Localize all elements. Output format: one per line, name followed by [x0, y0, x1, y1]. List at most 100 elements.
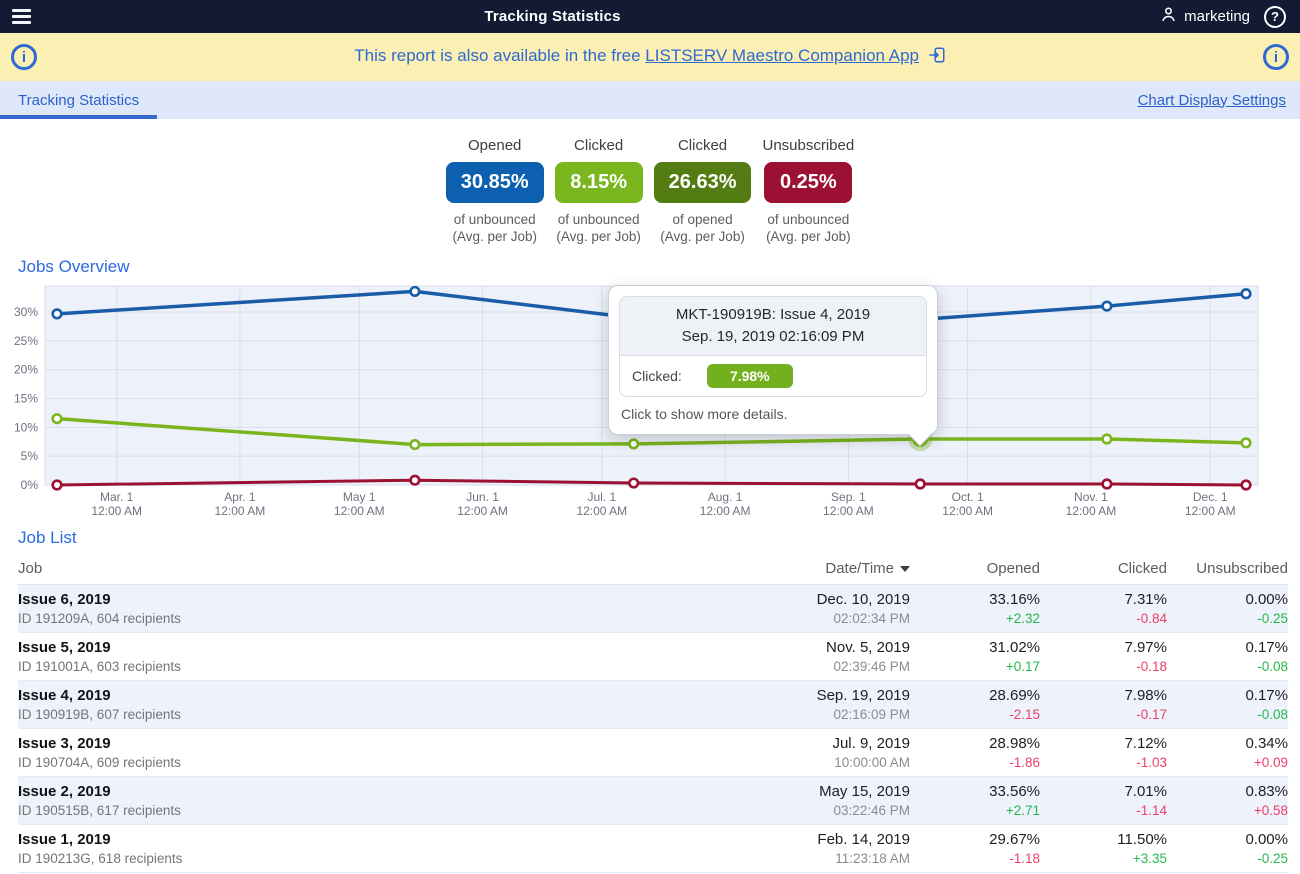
- clicked-value: 7.31%: [1124, 590, 1167, 608]
- unsubscribed-value: 0.00%: [1245, 590, 1288, 608]
- svg-text:12:00 AM: 12:00 AM: [942, 504, 993, 516]
- job-time: 11:23:18 AM: [835, 850, 910, 866]
- top-bar: Tracking Statistics marketing ?: [0, 0, 1300, 33]
- person-icon: [1159, 5, 1178, 28]
- clicked-value: 7.01%: [1124, 782, 1167, 800]
- job-name: Issue 6, 2019: [18, 590, 111, 608]
- tooltip-footer: Click to show more details.: [621, 406, 788, 422]
- chart-display-settings-link[interactable]: Chart Display Settings: [1137, 91, 1286, 109]
- job-time: 03:22:46 PM: [833, 802, 910, 818]
- column-header-job[interactable]: Job: [18, 560, 43, 577]
- svg-text:20%: 20%: [14, 363, 38, 377]
- table-row[interactable]: Issue 2, 2019 ID 190515B, 617 recipients…: [18, 777, 1288, 825]
- job-time: 02:16:09 PM: [833, 706, 910, 722]
- column-header-clicked[interactable]: Clicked: [1117, 560, 1167, 577]
- opened-value: 31.02%: [989, 638, 1040, 656]
- unsubscribed-delta: -0.08: [1257, 658, 1288, 674]
- clicked-delta: -0.18: [1136, 658, 1167, 674]
- svg-text:Oct. 1: Oct. 1: [952, 490, 984, 504]
- opened-value: 29.67%: [989, 830, 1040, 848]
- svg-text:Jun. 1: Jun. 1: [466, 490, 499, 504]
- svg-text:12:00 AM: 12:00 AM: [823, 504, 874, 516]
- job-time: 02:39:46 PM: [833, 658, 910, 674]
- stat-value: 30.85%: [445, 162, 544, 203]
- opened-delta: -1.18: [1009, 850, 1040, 866]
- svg-text:Sep. 1: Sep. 1: [831, 490, 866, 504]
- companion-app-banner: i This report is also available in the f…: [0, 33, 1300, 81]
- svg-text:12:00 AM: 12:00 AM: [334, 504, 385, 516]
- opened-delta: -1.86: [1009, 754, 1040, 770]
- clicked-delta: -0.17: [1136, 706, 1167, 722]
- stat-value: 26.63%: [653, 162, 752, 203]
- unsubscribed-delta: +0.58: [1253, 802, 1288, 818]
- unsubscribed-delta: -0.08: [1257, 706, 1288, 722]
- job-time: 10:00:00 AM: [834, 754, 910, 770]
- stats-summary: Opened 30.85% of unbounced (Avg. per Job)…: [0, 137, 1300, 245]
- job-meta: ID 191001A, 603 recipients: [18, 658, 181, 674]
- svg-text:15%: 15%: [14, 391, 38, 405]
- job-date: Feb. 14, 2019: [817, 830, 910, 848]
- job-date: Sep. 19, 2019: [816, 686, 910, 704]
- tooltip-body: MKT-190919B: Issue 4, 2019 Sep. 19, 2019…: [619, 296, 927, 397]
- job-name: Issue 5, 2019: [18, 638, 111, 656]
- job-meta: ID 190919B, 607 recipients: [18, 706, 181, 722]
- svg-text:12:00 AM: 12:00 AM: [1185, 504, 1236, 516]
- stat-card: Clicked 26.63% of opened (Avg. per Job): [653, 137, 752, 245]
- table-row[interactable]: Issue 3, 2019 ID 190704A, 609 recipients…: [18, 729, 1288, 777]
- banner-text-prefix: This report is also available in the fre…: [354, 45, 646, 65]
- job-date: Nov. 5, 2019: [826, 638, 910, 656]
- info-icon-right[interactable]: i: [1263, 44, 1289, 70]
- svg-text:12:00 AM: 12:00 AM: [91, 504, 142, 516]
- opened-value: 33.16%: [989, 590, 1040, 608]
- svg-text:5%: 5%: [21, 449, 39, 463]
- companion-app-link[interactable]: LISTSERV Maestro Companion App: [645, 45, 920, 65]
- sort-desc-icon: [900, 566, 910, 572]
- clicked-value: 7.12%: [1124, 734, 1167, 752]
- help-icon: ?: [1271, 9, 1279, 24]
- stat-caption: of unbounced (Avg. per Job): [556, 212, 641, 244]
- job-meta: ID 191209A, 604 recipients: [18, 610, 181, 626]
- job-meta: ID 190515B, 617 recipients: [18, 802, 181, 818]
- table-row[interactable]: Issue 5, 2019 ID 191001A, 603 recipients…: [18, 633, 1288, 681]
- opened-delta: +0.17: [1005, 658, 1040, 674]
- username: marketing: [1184, 8, 1250, 25]
- job-name: Issue 1, 2019: [18, 830, 111, 848]
- job-list-title: Job List: [18, 528, 77, 547]
- page-title: Tracking Statistics: [484, 8, 621, 25]
- column-header-opened[interactable]: Opened: [986, 560, 1040, 577]
- svg-text:May 1: May 1: [343, 490, 376, 504]
- unsubscribed-value: 0.00%: [1245, 830, 1288, 848]
- help-button[interactable]: ?: [1264, 5, 1286, 28]
- job-time: 02:02:34 PM: [833, 610, 910, 626]
- svg-text:10%: 10%: [14, 420, 38, 434]
- tooltip-datetime: Sep. 19, 2019 02:16:09 PM: [681, 328, 865, 345]
- svg-text:12:00 AM: 12:00 AM: [215, 504, 266, 516]
- clicked-value: 11.50%: [1117, 830, 1167, 848]
- unsubscribed-delta: -0.25: [1257, 610, 1288, 626]
- jobs-overview-title: Jobs Overview: [18, 257, 130, 276]
- unsubscribed-value: 0.17%: [1245, 686, 1288, 704]
- hamburger-icon: [12, 9, 34, 12]
- table-row[interactable]: Issue 1, 2019 ID 190213G, 618 recipients…: [18, 825, 1288, 873]
- column-header-datetime[interactable]: Date/Time: [725, 560, 910, 577]
- info-icon-left[interactable]: i: [11, 44, 37, 70]
- tab-tracking-statistics[interactable]: Tracking Statistics: [0, 81, 157, 119]
- svg-text:12:00 AM: 12:00 AM: [1066, 504, 1117, 516]
- svg-text:Apr. 1: Apr. 1: [224, 490, 256, 504]
- stat-card: Clicked 8.15% of unbounced (Avg. per Job): [554, 137, 643, 245]
- unsubscribed-delta: +0.09: [1253, 754, 1288, 770]
- column-header-unsubscribed[interactable]: Unsubscribed: [1196, 560, 1288, 577]
- banner-text: This report is also available in the fre…: [0, 46, 1300, 69]
- chart-tooltip[interactable]: MKT-190919B: Issue 4, 2019 Sep. 19, 2019…: [608, 285, 938, 447]
- job-name: Issue 2, 2019: [18, 782, 111, 800]
- table-row[interactable]: Issue 4, 2019 ID 190919B, 607 recipients…: [18, 681, 1288, 729]
- stat-caption: of unbounced (Avg. per Job): [452, 212, 537, 244]
- clicked-value: 7.97%: [1124, 638, 1167, 656]
- svg-text:Jul. 1: Jul. 1: [587, 490, 616, 504]
- table-row[interactable]: Issue 6, 2019 ID 191209A, 604 recipients…: [18, 585, 1288, 633]
- menu-button[interactable]: [0, 0, 34, 33]
- user-button[interactable]: marketing: [1159, 5, 1250, 28]
- clicked-delta: -1.14: [1136, 802, 1167, 818]
- opened-delta: +2.32: [1005, 610, 1040, 626]
